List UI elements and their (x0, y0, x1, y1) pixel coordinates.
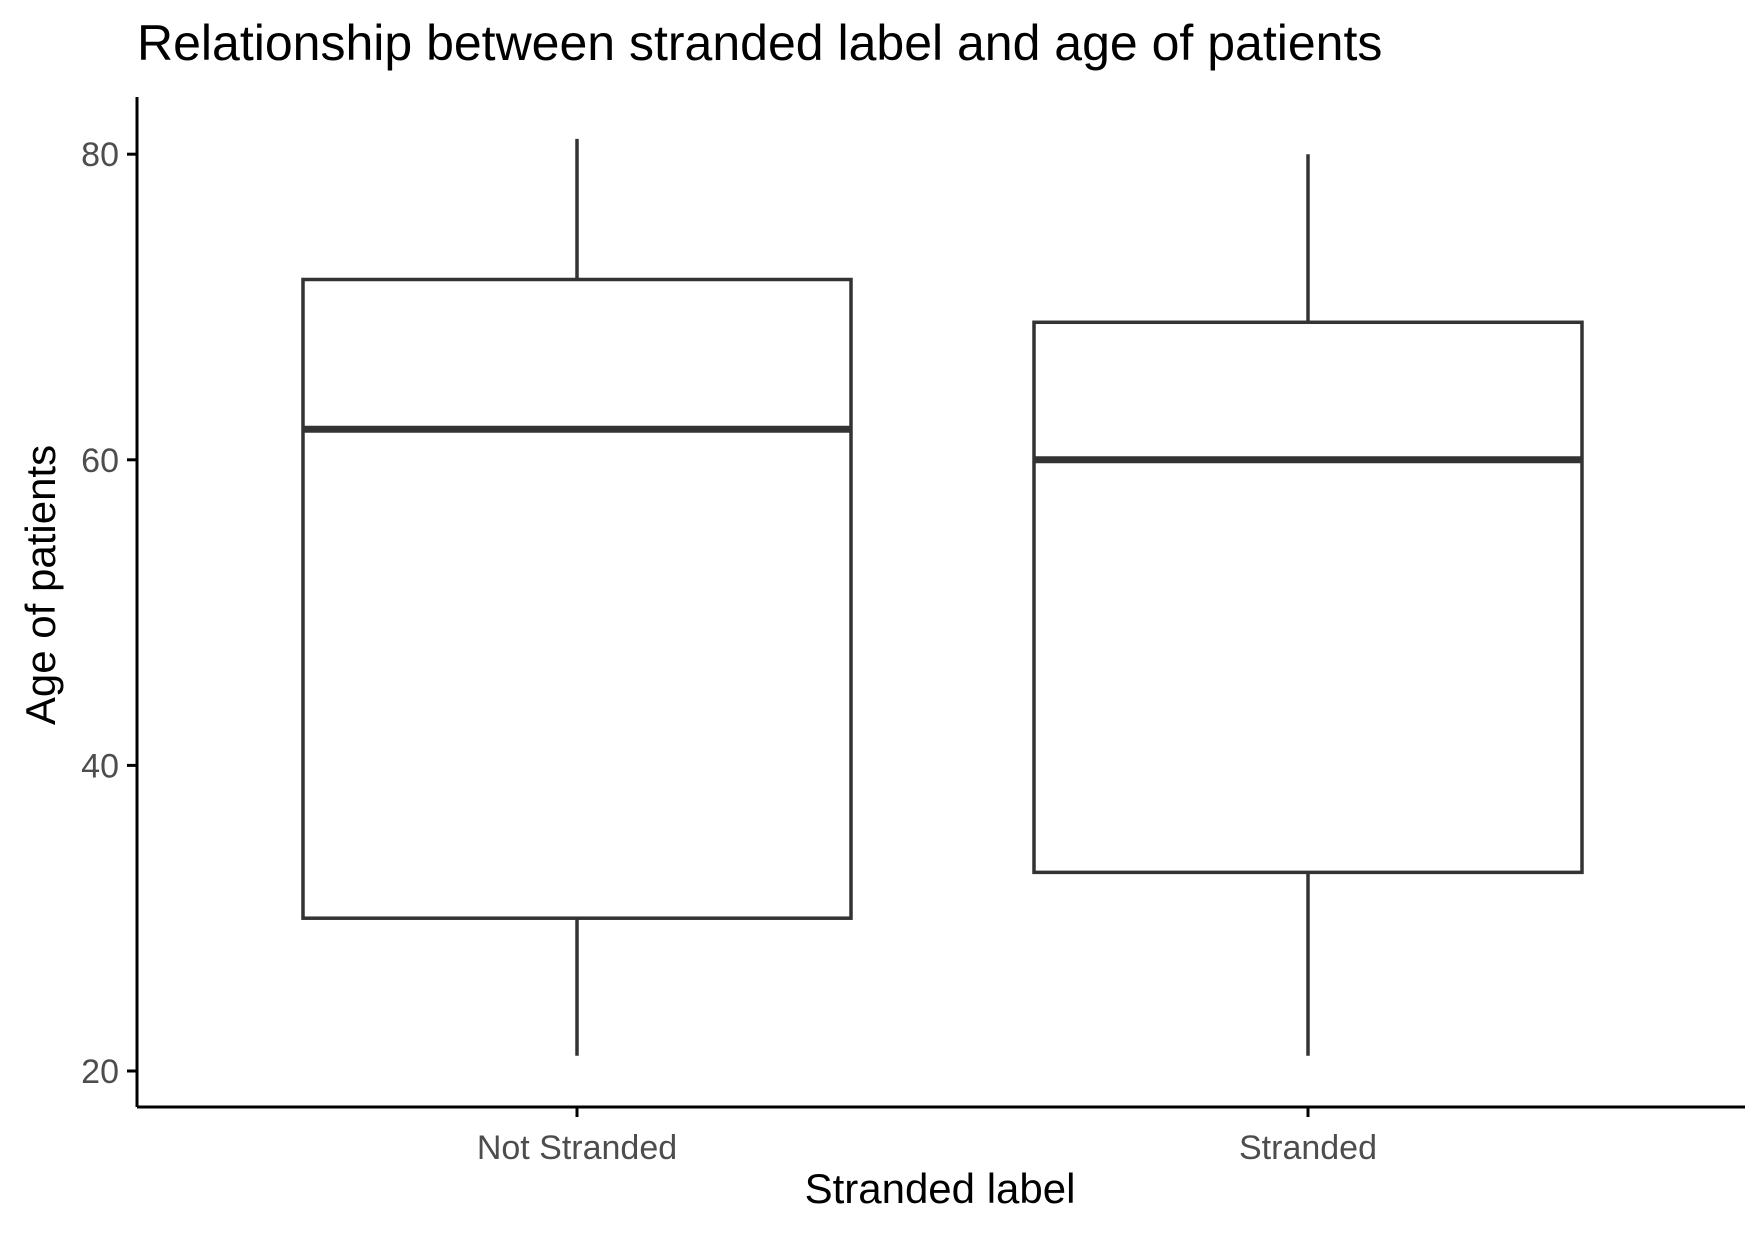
x-axis-title: Stranded label (805, 1165, 1076, 1212)
iqr-box (301, 277, 853, 920)
x-tick-label: Not Stranded (477, 1129, 677, 1167)
plot-area (301, 138, 1584, 1056)
y-tick-label: 40 (81, 747, 119, 785)
box-group (1032, 154, 1584, 1056)
box-group (301, 138, 853, 1056)
x-tick-label: Stranded (1239, 1129, 1377, 1167)
y-axis-title: Age of patients (17, 445, 64, 725)
y-tick-label: 60 (81, 442, 119, 480)
y-tick-label: 20 (81, 1053, 119, 1091)
y-tick-label: 80 (81, 136, 119, 174)
iqr-box (1032, 320, 1584, 875)
axes (135, 97, 1745, 1109)
chart-title: Relationship between stranded label and … (137, 15, 1382, 71)
ticks: 20 40 60 80 Not Stranded Stranded (81, 136, 1377, 1167)
